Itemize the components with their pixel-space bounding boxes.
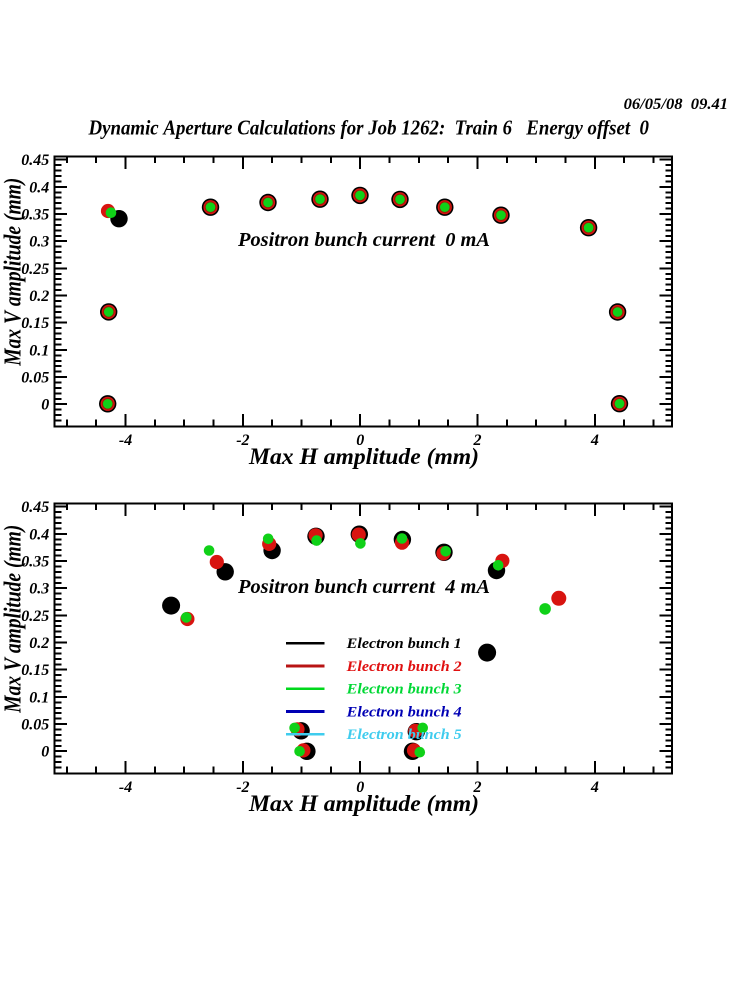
svg-text:0.15: 0.15 <box>21 662 49 679</box>
svg-text:-2: -2 <box>236 432 249 449</box>
svg-text:Max H amplitude (mm): Max H amplitude (mm) <box>248 791 479 816</box>
svg-text:0: 0 <box>41 397 49 414</box>
svg-text:0: 0 <box>356 779 364 796</box>
svg-text:0.4: 0.4 <box>29 179 49 196</box>
svg-text:Positron bunch current 4 mA: Positron bunch current 4 mA <box>237 576 490 598</box>
svg-text:0.35: 0.35 <box>21 553 49 570</box>
svg-text:0.2: 0.2 <box>29 288 49 305</box>
svg-text:0.25: 0.25 <box>21 261 49 278</box>
svg-text:0.4: 0.4 <box>29 526 49 543</box>
svg-text:0.45: 0.45 <box>21 152 49 169</box>
svg-text:0: 0 <box>356 432 364 449</box>
svg-text:Electron bunch 5: Electron bunch 5 <box>346 727 463 743</box>
svg-text:4: 4 <box>590 779 599 796</box>
svg-text:Dynamic Aperture Calculations: Dynamic Aperture Calculations for Job 12… <box>88 116 650 140</box>
svg-text:0.15: 0.15 <box>21 315 49 332</box>
svg-text:0.1: 0.1 <box>29 689 49 706</box>
svg-text:0.2: 0.2 <box>29 635 49 652</box>
svg-text:06/05/08 09.41: 06/05/08 09.41 <box>624 96 729 113</box>
svg-text:0.05: 0.05 <box>21 716 49 733</box>
svg-text:Electron bunch 4: Electron bunch 4 <box>346 704 463 720</box>
svg-text:4: 4 <box>590 432 599 449</box>
svg-text:Max V amplitude (mm): Max V amplitude (mm) <box>1 178 27 367</box>
svg-text:2: 2 <box>473 432 482 449</box>
svg-text:0: 0 <box>41 744 49 761</box>
svg-text:0.25: 0.25 <box>21 608 49 625</box>
svg-text:0.1: 0.1 <box>29 342 49 359</box>
svg-text:-4: -4 <box>119 432 132 449</box>
svg-text:Electron bunch 3: Electron bunch 3 <box>346 682 463 698</box>
svg-text:2: 2 <box>473 779 482 796</box>
svg-text:0.05: 0.05 <box>21 369 49 386</box>
svg-text:0.35: 0.35 <box>21 206 49 223</box>
svg-text:0.3: 0.3 <box>29 234 49 251</box>
svg-text:Positron bunch current 0 mA: Positron bunch current 0 mA <box>237 229 490 251</box>
svg-text:Max H amplitude (mm): Max H amplitude (mm) <box>248 444 479 469</box>
svg-text:-4: -4 <box>119 779 132 796</box>
svg-text:Max V amplitude (mm): Max V amplitude (mm) <box>1 525 27 714</box>
svg-text:Electron bunch 2: Electron bunch 2 <box>346 659 463 675</box>
svg-text:0.3: 0.3 <box>29 581 49 598</box>
svg-text:0.45: 0.45 <box>21 499 49 516</box>
svg-text:-2: -2 <box>236 779 249 796</box>
svg-text:Electron bunch 1: Electron bunch 1 <box>346 636 462 652</box>
